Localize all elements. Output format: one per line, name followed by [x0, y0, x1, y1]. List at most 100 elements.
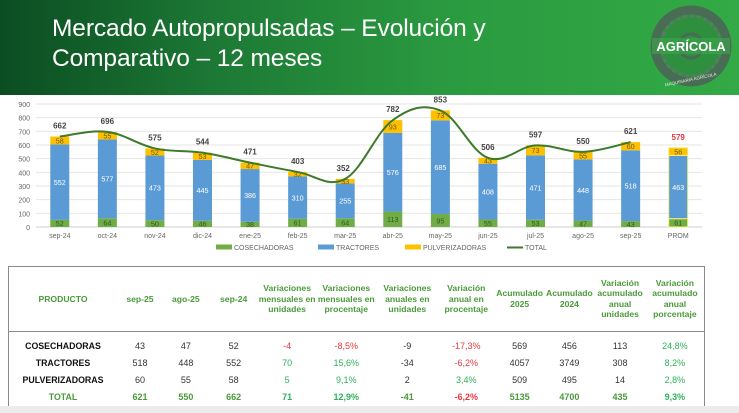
bar-tractores	[383, 132, 403, 212]
table-cell: 308	[612, 357, 628, 368]
x-tick-label: oct-24	[98, 233, 118, 240]
bar-data-label: 73	[436, 111, 444, 120]
bar-tractores	[240, 169, 260, 222]
page-title: Mercado Autopropulsadas – Evolución y Co…	[52, 14, 486, 74]
bar-tractores	[621, 150, 641, 222]
bar-cosechadoras	[97, 218, 117, 227]
bar-pulverizadoras	[145, 148, 165, 156]
bar-tractores	[97, 139, 117, 219]
bar-cosechadoras	[193, 220, 212, 227]
table-cell: 495	[561, 374, 577, 385]
table-cell: 569	[512, 340, 528, 351]
bar-pulverizadoras	[50, 136, 70, 145]
bar-cosechadoras	[526, 219, 545, 227]
table-cell: -41	[400, 391, 414, 402]
total-data-label: 782	[386, 105, 400, 114]
column-header: Variaciones anuales en unidades	[376, 267, 438, 332]
x-tick-label: sep-25	[620, 233, 642, 240]
legend-label: PULVERIZADORAS	[423, 245, 487, 252]
bar-data-label: 58	[56, 136, 64, 145]
bar-data-label: 33	[341, 177, 349, 186]
bar-data-label: 52	[151, 148, 159, 157]
bar-cosechadoras	[573, 220, 593, 227]
y-tick-label: 500	[18, 157, 30, 164]
product-cell: TOTAL	[48, 391, 78, 402]
bar-data-label: 47	[579, 220, 587, 229]
table-cell: 509	[512, 374, 528, 385]
bar-data-label: 463	[672, 183, 684, 192]
y-tick-label: 400	[18, 170, 30, 177]
total-data-label: 597	[529, 130, 543, 139]
bar-data-label: 473	[149, 184, 161, 193]
bar-tractores	[193, 159, 212, 221]
table-cell: 5135	[509, 391, 530, 402]
table-cell: 15,6%	[333, 357, 360, 368]
title-banner: Mercado Autopropulsadas – Evolución y Co…	[0, 0, 739, 95]
bar-tractores	[145, 155, 165, 221]
bar-pulverizadoras	[526, 145, 545, 156]
bar-data-label: 255	[339, 197, 351, 206]
table-row: COSECHADORAS 43 47 52 -4 -8,5% -9 -17,3% 569 456 1…	[9, 337, 704, 354]
total-data-label: 696	[101, 117, 115, 126]
total-data-label: 544	[196, 138, 210, 147]
bar-cosechadoras	[478, 219, 498, 227]
product-cell: COSECHADORAS	[25, 340, 101, 351]
y-tick-label: 700	[18, 129, 30, 136]
table-row: PULVERIZADORAS 60 55 58 5 9,1% 2 3,4% 509 495 14 2,…	[9, 371, 704, 388]
total-line	[59, 106, 631, 184]
table-cell: 14	[615, 374, 626, 385]
bar-data-label: 46	[199, 220, 207, 229]
bar-data-label: 60	[627, 142, 635, 151]
bar-data-label: 43	[627, 220, 635, 229]
x-tick-label: sep-24	[49, 233, 71, 240]
x-tick-label: feb-25	[288, 233, 308, 240]
bar-pulverizadoras	[335, 178, 355, 184]
table-cell: 55	[180, 374, 191, 385]
table-cell: 3749	[559, 357, 580, 368]
y-tick-label: 800	[18, 116, 30, 123]
table-cell: -4	[283, 340, 292, 351]
bar-data-label: 64	[341, 218, 349, 227]
bar-tractores	[478, 163, 498, 220]
bar-data-label: 386	[244, 191, 256, 200]
bar-data-label: 53	[532, 219, 540, 228]
bar-cosechadoras	[288, 218, 308, 227]
comparison-table: PRODUCTO sep-25 ago-25 sep-24 Variaciones me…	[9, 267, 704, 405]
bar-data-label: 73	[532, 146, 540, 155]
bar-data-label: 56	[674, 147, 682, 156]
bar-data-label: 50	[151, 219, 159, 228]
bar-data-label: 47	[246, 162, 254, 171]
bar-data-label: 471	[530, 183, 542, 192]
legend-swatch-cosechadoras	[216, 244, 232, 250]
table-cell: 518	[132, 357, 148, 368]
legend-label: TOTAL	[525, 245, 547, 252]
total-data-label: 550	[576, 137, 590, 146]
chart-svg: 0 100 200 300 400 500 600 700 800 900 52 552 58 sep-2…	[18, 95, 702, 252]
product-cell: PULVERIZADORAS	[22, 374, 104, 385]
x-tick-label: nov-24	[144, 233, 166, 240]
x-tick-label: jun-25	[477, 233, 498, 240]
table-cell: 43	[134, 340, 145, 351]
table-cell: 24,8%	[662, 340, 688, 351]
bar-pulverizadoras	[621, 142, 641, 151]
title-line-1: Mercado Autopropulsadas – Evolución y	[52, 15, 486, 42]
table-cell: 4700	[559, 391, 580, 402]
bar-pulverizadoras	[668, 147, 689, 156]
y-tick-label: 100	[18, 211, 30, 218]
bar-data-label: 55	[579, 151, 587, 160]
x-tick-label: abr-25	[383, 233, 403, 240]
table-cell: 71	[282, 391, 293, 402]
y-tick-label: 0	[26, 225, 30, 232]
y-tick-label: 300	[18, 184, 30, 191]
bar-data-label: 55	[484, 219, 492, 228]
table-cell: 552	[226, 357, 242, 368]
bar-cosechadoras	[50, 219, 70, 227]
bar-data-label: 685	[434, 163, 446, 172]
column-header: PRODUCTO	[9, 267, 117, 332]
bar-data-label: 310	[292, 193, 304, 202]
bar-data-label: 445	[197, 186, 209, 195]
table-cell: 662	[226, 391, 242, 402]
x-tick-label: mar-25	[334, 233, 356, 240]
total-data-label: 352	[337, 164, 351, 173]
